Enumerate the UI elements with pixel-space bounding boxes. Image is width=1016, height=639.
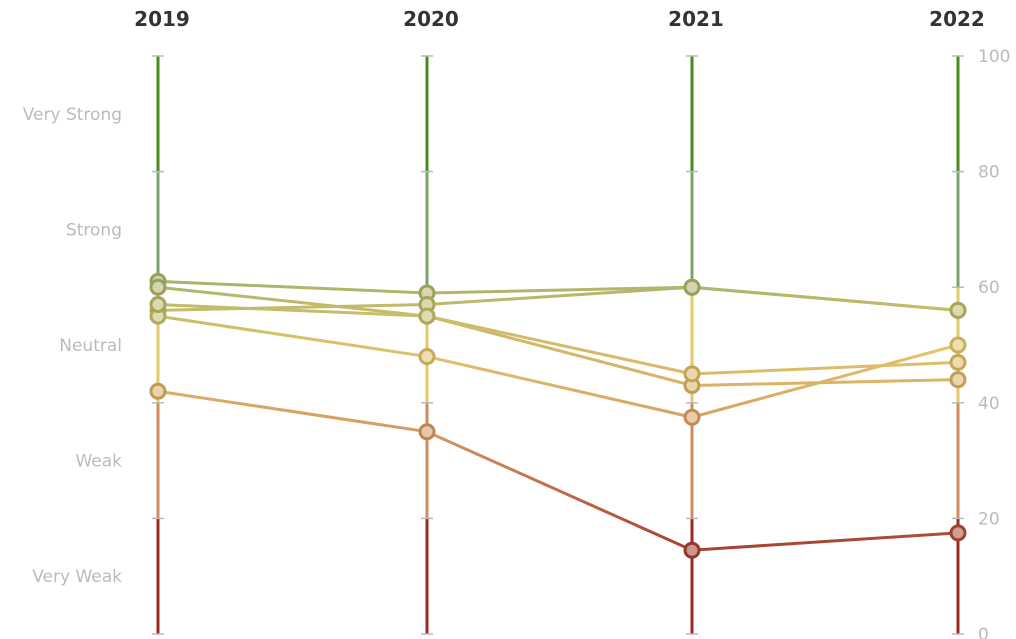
- band-label: Strong: [66, 220, 122, 240]
- data-point[interactable]: [418, 348, 436, 366]
- band-label: Weak: [75, 452, 122, 472]
- band-labels: Very Weak Weak Neutral Strong Very Strong: [23, 105, 122, 587]
- band-label: Very Weak: [32, 567, 122, 587]
- y-tick-label: 100: [978, 47, 1010, 67]
- year-label: 2022: [929, 7, 985, 31]
- y-tick-label: 0: [978, 625, 989, 639]
- series-line-segment: [425, 314, 694, 387]
- band-label: Neutral: [59, 336, 122, 356]
- data-point[interactable]: [683, 278, 701, 296]
- series-2: [149, 278, 967, 394]
- series-3: [149, 278, 967, 319]
- series-6: [149, 296, 967, 383]
- y-tick-label: 80: [978, 163, 1000, 183]
- series-line-segment: [690, 360, 960, 376]
- data-point[interactable]: [949, 353, 967, 371]
- series-line-segment: [425, 430, 694, 552]
- series-line-segment: [425, 355, 694, 419]
- year-labels: 2019 2020 2021 2022: [134, 7, 985, 31]
- data-point[interactable]: [949, 336, 967, 354]
- year-label: 2019: [134, 7, 190, 31]
- series-line-segment: [425, 285, 694, 295]
- series-5: [149, 382, 967, 559]
- series-line-segment: [156, 303, 429, 318]
- band-label: Very Strong: [23, 105, 122, 125]
- series-line-segment: [690, 531, 960, 552]
- series-line-segment: [156, 303, 429, 312]
- data-point[interactable]: [418, 423, 436, 441]
- axes-layer: [152, 55, 964, 635]
- series-line-segment: [156, 389, 429, 434]
- data-point[interactable]: [949, 524, 967, 542]
- data-point[interactable]: [683, 541, 701, 559]
- series-line-segment: [156, 285, 429, 318]
- data-point[interactable]: [949, 371, 967, 389]
- series-line-segment: [425, 285, 694, 307]
- axis-2020: [421, 55, 433, 635]
- y-tick-label: 20: [978, 509, 1000, 529]
- year-label: 2020: [403, 7, 459, 31]
- data-point[interactable]: [683, 408, 701, 426]
- year-label: 2021: [668, 7, 724, 31]
- y-tick-label: 60: [978, 278, 1000, 298]
- series-line-segment: [425, 314, 694, 376]
- data-point[interactable]: [949, 301, 967, 319]
- series-line-segment: [156, 279, 429, 295]
- data-point[interactable]: [683, 365, 701, 383]
- series-4: [149, 307, 967, 426]
- axis-2019: [152, 55, 164, 635]
- y-tick-label: 40: [978, 394, 1000, 414]
- data-point[interactable]: [149, 278, 167, 296]
- series-line-segment: [690, 285, 960, 312]
- y-tick-labels: 0 20 40 60 80 100: [978, 47, 1010, 639]
- series-line-segment: [156, 314, 429, 359]
- data-point[interactable]: [418, 307, 436, 325]
- series-line-segment: [690, 343, 960, 419]
- data-point[interactable]: [149, 296, 167, 314]
- series-layer: [149, 272, 967, 559]
- data-point[interactable]: [149, 382, 167, 400]
